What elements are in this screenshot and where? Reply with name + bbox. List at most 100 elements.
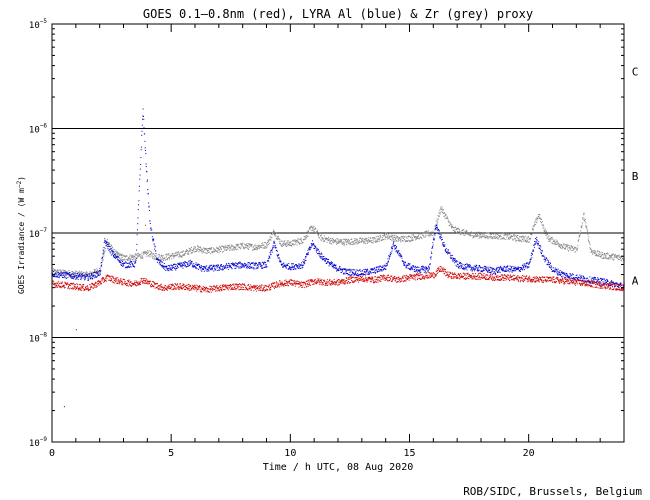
data-point — [90, 288, 92, 290]
data-point — [232, 249, 234, 251]
data-point — [621, 256, 623, 258]
data-point — [135, 259, 137, 261]
data-point — [173, 263, 175, 265]
data-point — [99, 274, 101, 276]
data-point — [130, 264, 132, 266]
data-point — [153, 256, 155, 258]
data-point — [140, 280, 142, 282]
data-point — [128, 259, 130, 261]
data-point — [292, 240, 294, 242]
data-point — [156, 287, 158, 289]
data-point — [210, 268, 212, 270]
data-point — [97, 269, 99, 271]
data-point — [203, 268, 205, 270]
data-point — [354, 273, 356, 275]
data-point — [254, 262, 256, 264]
data-point — [118, 283, 120, 285]
data-point — [156, 282, 158, 284]
data-point — [273, 286, 275, 288]
data-point — [291, 243, 293, 245]
data-point — [398, 238, 400, 240]
data-point — [428, 265, 430, 267]
data-point — [152, 258, 154, 260]
data-point — [557, 268, 559, 270]
data-point — [233, 247, 235, 249]
data-point — [69, 275, 71, 277]
data-point — [298, 281, 300, 283]
data-point — [135, 281, 137, 283]
data-point — [557, 272, 559, 274]
data-point — [206, 265, 208, 267]
data-point — [98, 280, 100, 282]
data-point — [262, 288, 264, 290]
data-point — [529, 233, 531, 235]
data-point — [179, 265, 181, 267]
data-point — [512, 239, 514, 241]
data-point — [57, 276, 59, 278]
data-point — [226, 264, 228, 266]
data-point — [268, 284, 270, 286]
data-point — [230, 263, 232, 265]
data-point — [159, 287, 161, 289]
data-point — [263, 247, 265, 249]
data-point — [400, 238, 402, 240]
data-point — [364, 237, 366, 239]
data-point — [378, 240, 380, 242]
data-point — [368, 239, 370, 241]
data-point — [351, 243, 353, 245]
data-point — [381, 268, 383, 270]
data-point — [96, 286, 98, 288]
data-point — [118, 252, 120, 254]
data-point — [348, 274, 350, 276]
data-point — [584, 220, 586, 222]
data-point — [517, 235, 519, 237]
data-point — [86, 288, 88, 290]
data-point — [581, 224, 583, 226]
data-point — [106, 274, 108, 276]
data-point — [590, 278, 592, 280]
data-point — [527, 239, 529, 241]
data-point — [185, 262, 187, 264]
data-point — [57, 282, 59, 284]
data-point — [284, 282, 286, 284]
data-point — [64, 286, 66, 288]
data-point — [314, 279, 316, 281]
data-point — [186, 250, 188, 252]
data-point — [231, 267, 233, 269]
data-point — [299, 264, 301, 266]
data-point — [70, 274, 72, 276]
data-point — [231, 288, 233, 290]
data-point — [279, 259, 281, 261]
data-point — [213, 285, 215, 287]
data-point — [297, 267, 299, 269]
data-point — [133, 284, 135, 286]
data-point — [151, 252, 153, 254]
data-point — [382, 238, 384, 240]
data-point — [492, 233, 494, 235]
data-point — [56, 276, 58, 278]
data-point — [510, 237, 512, 239]
data-point — [327, 261, 329, 263]
data-point — [422, 267, 424, 269]
data-point — [188, 251, 190, 253]
data-point — [88, 288, 90, 290]
data-point — [419, 236, 421, 238]
flare-class-label: A — [632, 275, 639, 288]
data-point — [212, 286, 214, 288]
data-point — [263, 286, 265, 288]
data-point — [589, 280, 591, 282]
data-point — [84, 287, 86, 289]
data-point — [375, 241, 377, 243]
data-point — [493, 237, 495, 239]
data-point — [240, 243, 242, 245]
data-point — [64, 273, 66, 275]
data-point — [138, 254, 140, 256]
data-point — [209, 264, 211, 266]
data-point — [553, 270, 555, 272]
data-point — [132, 255, 134, 257]
data-point — [562, 272, 564, 274]
data-point — [159, 264, 161, 266]
data-point — [105, 279, 107, 281]
data-point — [517, 267, 519, 269]
data-point — [196, 250, 198, 252]
